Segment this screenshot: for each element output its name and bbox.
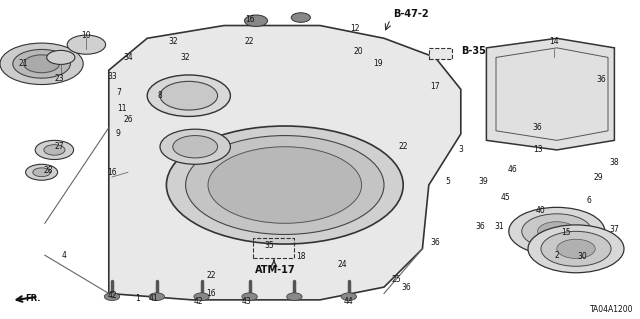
Text: 31: 31: [494, 222, 504, 231]
Circle shape: [33, 168, 51, 177]
Circle shape: [341, 293, 356, 300]
Circle shape: [186, 136, 384, 234]
Text: B-47-2: B-47-2: [394, 9, 429, 19]
Circle shape: [509, 207, 605, 255]
Text: 36: 36: [475, 222, 485, 231]
Text: 38: 38: [609, 158, 620, 167]
Text: 29: 29: [593, 173, 604, 182]
Circle shape: [47, 50, 75, 64]
Text: 41: 41: [148, 294, 159, 303]
Text: 4: 4: [61, 251, 67, 260]
Text: 22: 22: [399, 142, 408, 151]
Text: 1: 1: [135, 294, 140, 303]
Text: 36: 36: [596, 75, 607, 84]
Circle shape: [173, 136, 218, 158]
Text: 43: 43: [241, 297, 252, 306]
Text: 36: 36: [430, 238, 440, 247]
Circle shape: [160, 129, 230, 164]
Circle shape: [194, 293, 209, 300]
Circle shape: [528, 225, 624, 273]
Text: 32: 32: [168, 37, 178, 46]
Text: 25: 25: [392, 275, 402, 284]
Text: 40: 40: [536, 206, 546, 215]
Polygon shape: [109, 26, 461, 300]
Text: 24: 24: [337, 260, 348, 269]
Circle shape: [147, 75, 230, 116]
Text: 16: 16: [107, 168, 117, 177]
Text: 32: 32: [180, 53, 191, 62]
Text: 13: 13: [532, 145, 543, 154]
Text: 26: 26: [123, 115, 133, 124]
Text: 19: 19: [372, 59, 383, 68]
Text: 33: 33: [107, 72, 117, 81]
Text: ATM-17: ATM-17: [255, 264, 296, 275]
Circle shape: [35, 140, 74, 160]
Text: TA04A1200: TA04A1200: [590, 305, 634, 314]
Text: 11: 11: [117, 104, 126, 113]
Circle shape: [104, 293, 120, 300]
Circle shape: [13, 49, 70, 78]
Text: 9: 9: [116, 130, 121, 138]
Text: 21: 21: [19, 59, 28, 68]
Text: 18: 18: [296, 252, 305, 261]
Text: 12: 12: [351, 24, 360, 33]
Text: 15: 15: [561, 228, 572, 237]
Text: 37: 37: [609, 225, 620, 234]
Text: 16: 16: [206, 289, 216, 298]
Text: 22: 22: [245, 37, 254, 46]
FancyBboxPatch shape: [429, 48, 452, 59]
Circle shape: [208, 147, 362, 223]
Text: 46: 46: [507, 165, 517, 174]
Text: 8: 8: [157, 91, 163, 100]
Text: FR.: FR.: [26, 294, 41, 303]
Text: 36: 36: [532, 123, 543, 132]
Text: 34: 34: [123, 53, 133, 62]
Circle shape: [24, 55, 60, 73]
Text: 44: 44: [344, 297, 354, 306]
Text: 42: 42: [193, 297, 204, 306]
Text: 2: 2: [554, 251, 559, 260]
Circle shape: [67, 35, 106, 54]
Circle shape: [287, 293, 302, 300]
Circle shape: [522, 214, 592, 249]
Text: 14: 14: [548, 37, 559, 46]
Text: 27: 27: [54, 142, 65, 151]
Circle shape: [244, 15, 268, 26]
Text: 45: 45: [500, 193, 511, 202]
Circle shape: [149, 293, 164, 300]
Circle shape: [557, 239, 595, 258]
Circle shape: [242, 293, 257, 300]
Text: 17: 17: [430, 82, 440, 91]
Text: 6: 6: [586, 197, 591, 205]
Circle shape: [291, 13, 310, 22]
Text: 39: 39: [478, 177, 488, 186]
Circle shape: [538, 222, 576, 241]
Text: 16: 16: [244, 15, 255, 24]
Text: 3: 3: [458, 145, 463, 154]
Text: 10: 10: [81, 31, 92, 40]
Circle shape: [44, 145, 65, 155]
Text: 20: 20: [353, 47, 364, 56]
Circle shape: [26, 164, 58, 180]
Polygon shape: [486, 38, 614, 150]
Text: 22: 22: [207, 271, 216, 280]
Text: 36: 36: [401, 283, 412, 292]
Text: 30: 30: [577, 252, 588, 261]
Text: 7: 7: [116, 88, 121, 97]
Circle shape: [541, 231, 611, 266]
Text: 35: 35: [264, 241, 274, 250]
Text: 23: 23: [54, 74, 65, 83]
Circle shape: [166, 126, 403, 244]
Circle shape: [160, 81, 218, 110]
Circle shape: [0, 43, 83, 85]
Text: 42: 42: [107, 291, 117, 300]
Text: B-35: B-35: [461, 46, 486, 56]
Text: 28: 28: [44, 166, 52, 175]
Text: 5: 5: [445, 177, 451, 186]
